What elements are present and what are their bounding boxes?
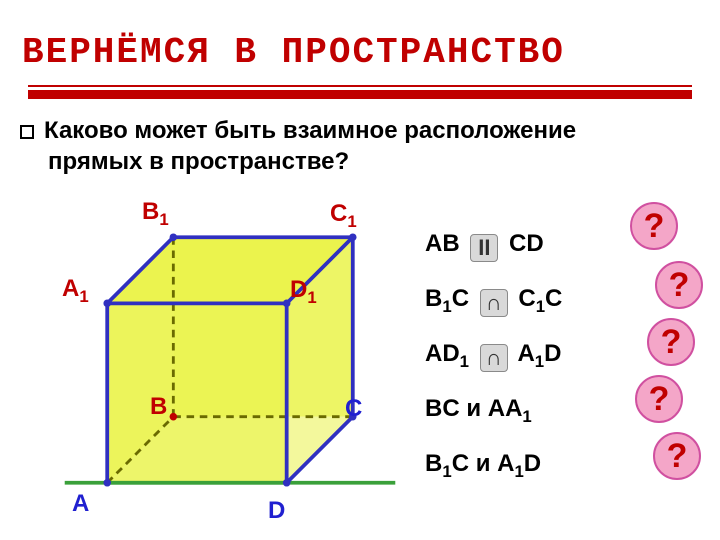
bullet-icon bbox=[20, 125, 34, 139]
relation-text: B1C и A1D bbox=[425, 450, 541, 482]
question-mark-badge: ? bbox=[647, 318, 695, 366]
relation-row: AB II CD? bbox=[425, 218, 562, 273]
relation-row: B1C и A1D? bbox=[425, 438, 562, 493]
relations-list: AB II CD?B1C ∩ C1C?AD1 ∩ A1D?BC и AA1?B1… bbox=[425, 218, 562, 493]
relation-row: BC и AA1? bbox=[425, 383, 562, 438]
vertex-label-D1: D1 bbox=[290, 276, 317, 308]
operator-box: ∩ bbox=[480, 289, 508, 317]
vertex-label-C1: C1 bbox=[330, 200, 357, 232]
vertex-label-A: A bbox=[72, 490, 89, 518]
operator-box: ∩ bbox=[480, 344, 508, 372]
relation-text: B1C ∩ C1C bbox=[425, 285, 562, 317]
relation-row: B1C ∩ C1C? bbox=[425, 273, 562, 328]
relation-text: AD1 ∩ A1D bbox=[425, 340, 561, 372]
operator-box: II bbox=[470, 234, 498, 262]
vertex-label-B: B bbox=[150, 393, 167, 421]
vertex-label-A1: A1 bbox=[62, 275, 89, 307]
question-mark-badge: ? bbox=[653, 432, 701, 480]
relation-row: AD1 ∩ A1D? bbox=[425, 328, 562, 383]
question-text: Каково может быть взаимное расположение … bbox=[20, 115, 576, 177]
vertex-label-D: D bbox=[268, 497, 285, 525]
question-mark-badge: ? bbox=[655, 261, 703, 309]
relation-text: AB II CD bbox=[425, 230, 544, 262]
question-mark-badge: ? bbox=[630, 202, 678, 250]
title-rule bbox=[28, 85, 692, 99]
vertex-label-C: C bbox=[345, 395, 362, 423]
question-mark-badge: ? bbox=[635, 375, 683, 423]
cube-diagram bbox=[60, 195, 400, 525]
relation-text: BC и AA1 bbox=[425, 395, 532, 427]
vertex-label-B1: B1 bbox=[142, 198, 169, 230]
slide-title: ВЕРНЁМСЯ В ПРОСТРАНСТВО bbox=[22, 32, 565, 73]
